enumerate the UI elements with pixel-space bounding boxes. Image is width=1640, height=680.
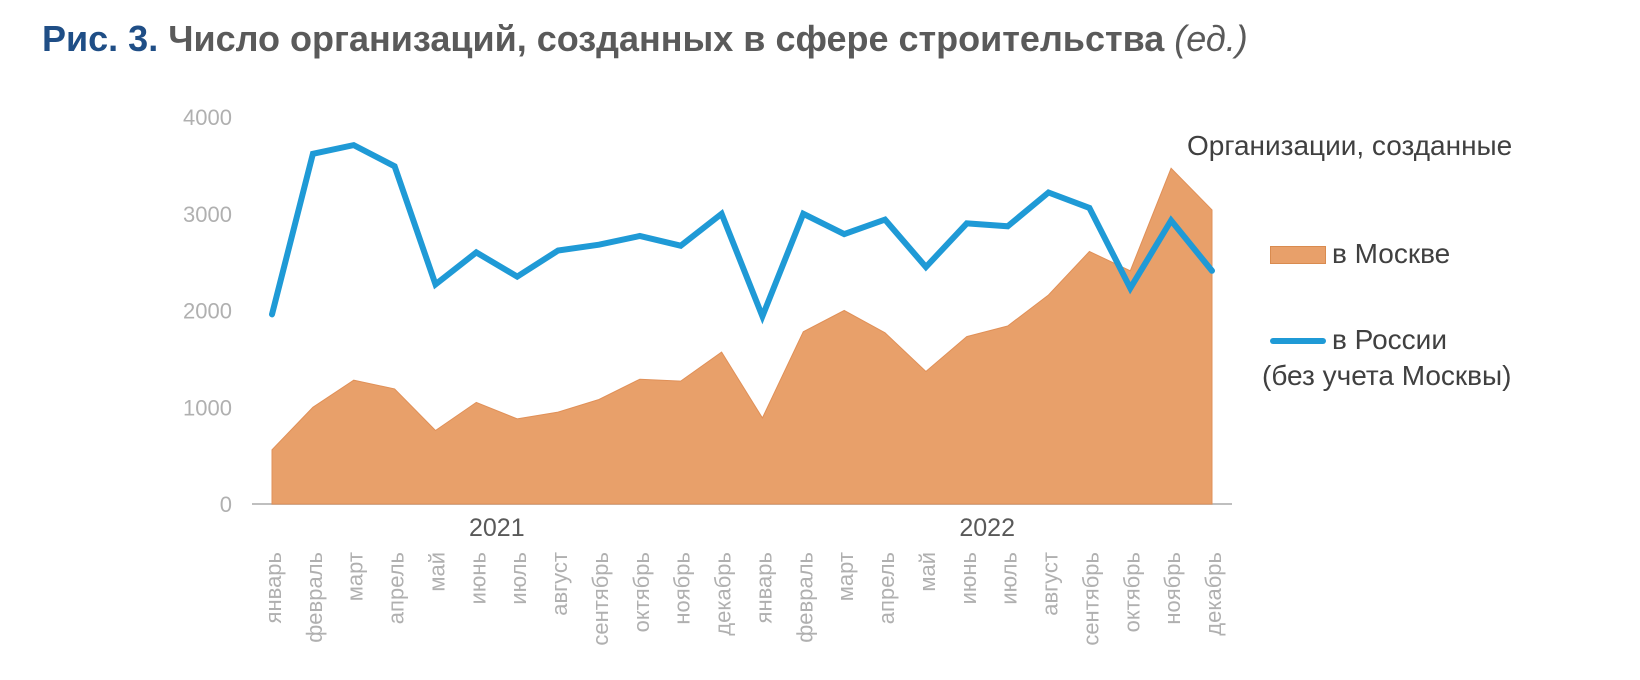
x-tick-label: июнь [956, 552, 981, 604]
year-label: 2021 [469, 514, 525, 542]
x-tick-label: май [425, 552, 450, 592]
y-tick-label: 2000 [183, 299, 232, 324]
legend-label-russia: в России [1332, 324, 1447, 355]
legend-title: Организации, созданные [1187, 130, 1513, 161]
x-tick-label: сентябрь [1078, 552, 1103, 646]
x-tick-label: июнь [465, 552, 490, 604]
x-tick-label: апрель [384, 552, 409, 624]
legend-swatch-moscow [1270, 246, 1326, 264]
title-unit: (ед.) [1174, 18, 1248, 59]
chart-title: Рис. 3. Число организаций, созданных в с… [42, 18, 1248, 60]
x-tick-label: март [343, 552, 368, 601]
x-tick-label: январь [751, 552, 776, 623]
x-tick-label: ноябрь [1160, 552, 1185, 625]
title-text: Число организаций, созданных в сфере стр… [158, 18, 1175, 59]
figure-number: Рис. 3. [42, 18, 159, 59]
x-tick-label: май [915, 552, 940, 592]
legend-item-russia[interactable]: в России [1270, 324, 1447, 356]
y-tick-label: 4000 [183, 105, 232, 130]
year-label: 2022 [959, 514, 1015, 542]
x-tick-label: февраль [792, 552, 817, 643]
x-tick-label: февраль [302, 552, 327, 643]
y-tick-label: 0 [220, 492, 232, 517]
x-tick-label: сентябрь [588, 552, 613, 646]
x-tick-label: декабрь [711, 552, 736, 636]
legend-swatch-russia [1270, 338, 1326, 344]
x-tick-label: октябрь [629, 552, 654, 632]
x-tick-label: август [547, 552, 572, 616]
y-tick-label: 3000 [183, 202, 232, 227]
x-tick-label: март [833, 552, 858, 601]
x-tick-label: октябрь [1119, 552, 1144, 632]
x-tick-label: июль [997, 552, 1022, 605]
x-tick-label: июль [506, 552, 531, 605]
x-tick-label: январь [261, 552, 286, 623]
x-tick-label: декабрь [1201, 552, 1226, 636]
y-tick-label: 1000 [183, 395, 232, 420]
legend-item-moscow[interactable]: в Москве [1270, 238, 1450, 270]
x-tick-label: ноябрь [670, 552, 695, 625]
x-tick-label: апрель [874, 552, 899, 624]
series-line-russia [269, 141, 1215, 325]
legend-note-russia: (без учета Москвы) [1262, 360, 1512, 391]
legend-label-moscow: в Москве [1332, 238, 1451, 269]
x-tick-label: август [1038, 552, 1063, 616]
